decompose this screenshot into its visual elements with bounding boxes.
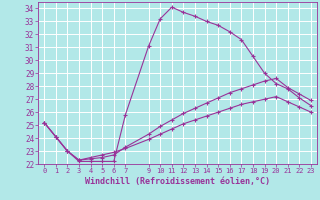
X-axis label: Windchill (Refroidissement éolien,°C): Windchill (Refroidissement éolien,°C) <box>85 177 270 186</box>
